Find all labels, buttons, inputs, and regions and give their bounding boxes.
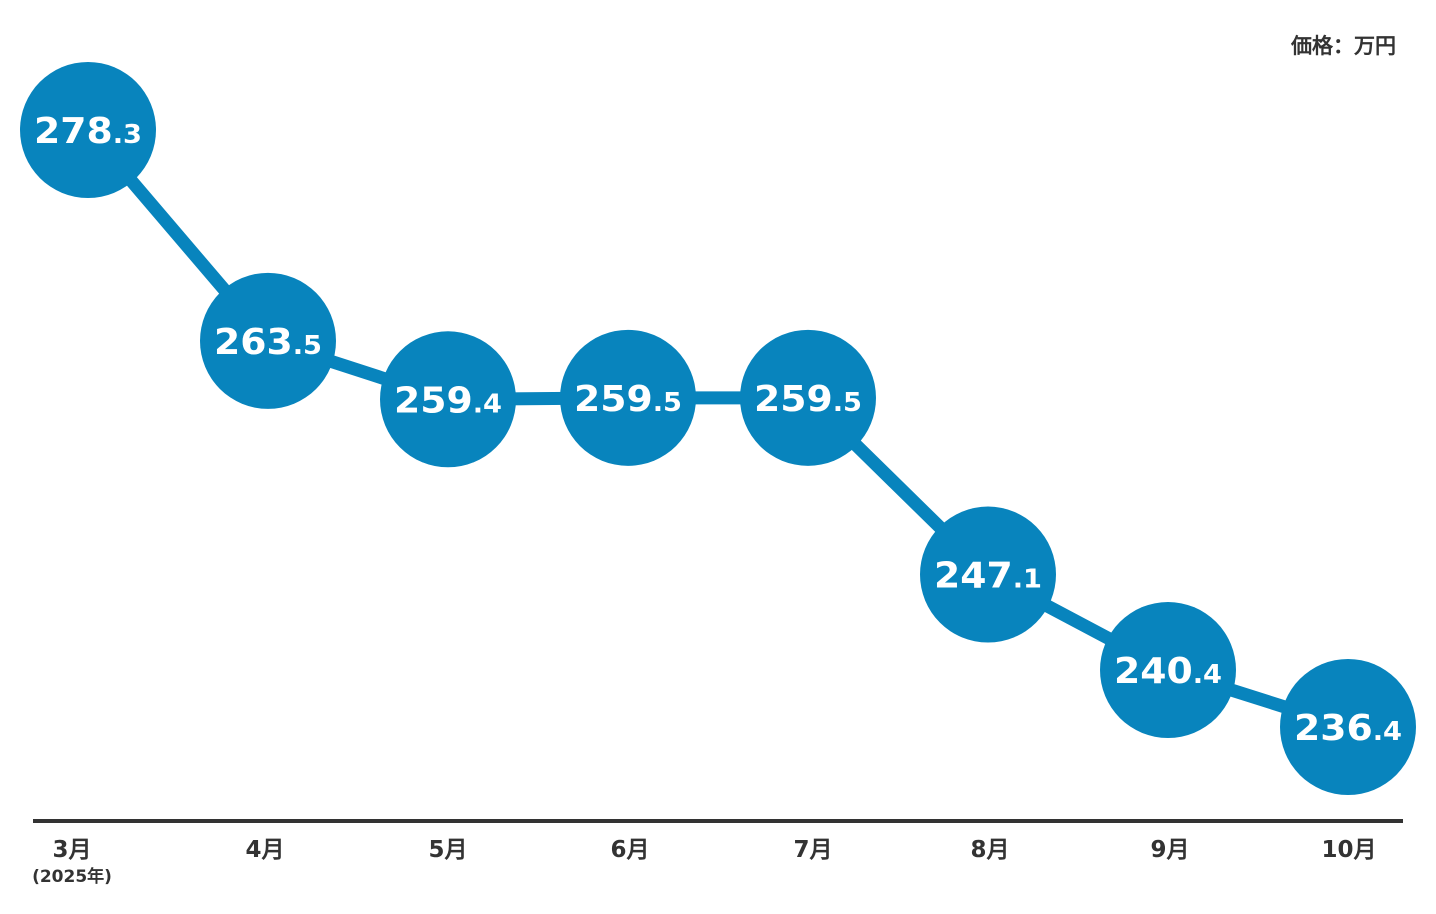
data-point: 259.5 — [560, 329, 696, 466]
x-tick-label: 6月 — [610, 837, 649, 863]
data-point: 240.4 — [1100, 602, 1236, 739]
x-tick-label: 8月 — [970, 837, 1009, 863]
data-point-marker — [1100, 602, 1236, 739]
data-point: 259.5 — [740, 329, 876, 466]
data-label: 259.4 — [394, 380, 502, 421]
data-point-marker — [380, 331, 516, 468]
data-point: 259.4 — [380, 331, 516, 468]
x-tick-sublabel: (2025年) — [32, 866, 112, 887]
x-tick-layer: 3月 (2025年) 4月 5月 6月 7月 8月 9月 10月 — [32, 837, 1376, 887]
data-label: 240.4 — [1114, 651, 1222, 692]
x-tick-label: 4月 — [245, 837, 284, 863]
data-label: 236.4 — [1294, 708, 1402, 749]
data-label: 259.5 — [754, 379, 862, 420]
data-label: 259.5 — [574, 379, 682, 420]
data-label: 247.1 — [934, 556, 1042, 597]
data-point-marker — [740, 329, 876, 466]
data-point: 263.5 — [200, 272, 336, 409]
data-label: 278.3 — [34, 111, 142, 152]
marker-layer: 278.3 263.5 259.4 259.5 259.5 247.1 240.4 236.4 — [20, 62, 1416, 795]
data-label: 263.5 — [214, 322, 322, 363]
x-tick-label: 9月 — [1150, 837, 1189, 863]
x-tick-label: 7月 — [793, 837, 832, 863]
data-point: 236.4 — [1280, 659, 1416, 795]
data-point-marker — [560, 329, 696, 466]
x-tick-label: 3月 — [52, 837, 91, 863]
data-point: 278.3 — [20, 62, 156, 198]
data-point-marker — [920, 506, 1056, 643]
x-tick-label: 10月 — [1321, 837, 1376, 863]
x-tick-label: 5月 — [428, 837, 467, 863]
data-point-marker — [20, 62, 156, 198]
data-point: 247.1 — [920, 506, 1056, 643]
data-point-marker — [1280, 659, 1416, 795]
data-point-marker — [200, 272, 336, 409]
unit-label: 価格：万円 — [1290, 34, 1396, 58]
